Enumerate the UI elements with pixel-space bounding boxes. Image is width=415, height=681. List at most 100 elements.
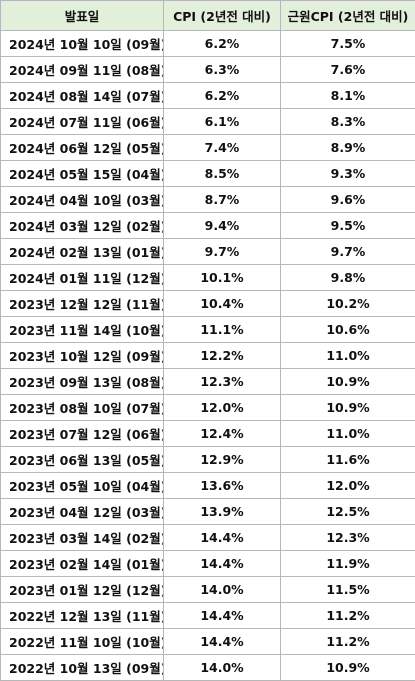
value-cell: 9.6% — [281, 187, 415, 213]
value-cell: 6.2% — [164, 83, 281, 109]
date-cell: 2024년 02월 13일 (01월) — [1, 239, 164, 265]
value-cell: 9.7% — [281, 239, 415, 265]
table-row: 2022년 11월 10일 (10월)14.4%11.2% — [1, 629, 415, 655]
value-cell: 9.4% — [164, 213, 281, 239]
value-cell: 10.9% — [281, 395, 415, 421]
value-cell: 10.9% — [281, 655, 415, 681]
table-row: 2024년 10월 10일 (09월)6.2%7.5% — [1, 31, 415, 57]
value-cell: 12.4% — [164, 421, 281, 447]
value-cell: 10.9% — [281, 369, 415, 395]
value-cell: 10.6% — [281, 317, 415, 343]
value-cell: 12.3% — [281, 525, 415, 551]
value-cell: 7.4% — [164, 135, 281, 161]
value-cell: 14.4% — [164, 525, 281, 551]
value-cell: 10.1% — [164, 265, 281, 291]
value-cell: 9.7% — [164, 239, 281, 265]
value-cell: 14.4% — [164, 551, 281, 577]
value-cell: 14.0% — [164, 577, 281, 603]
value-cell: 14.4% — [164, 629, 281, 655]
date-cell: 2023년 07월 12일 (06월) — [1, 421, 164, 447]
date-cell: 2024년 07월 11일 (06월) — [1, 109, 164, 135]
table-row: 2023년 01월 12일 (12월)14.0%11.5% — [1, 577, 415, 603]
date-cell: 2024년 06월 12일 (05월) — [1, 135, 164, 161]
value-cell: 12.5% — [281, 499, 415, 525]
value-cell: 11.6% — [281, 447, 415, 473]
date-cell: 2024년 08월 14일 (07월) — [1, 83, 164, 109]
date-cell: 2023년 10월 12일 (09월) — [1, 343, 164, 369]
value-cell: 9.5% — [281, 213, 415, 239]
date-cell: 2024년 03월 12일 (02월) — [1, 213, 164, 239]
header-cell: 근원CPI (2년전 대비) — [281, 1, 415, 31]
table-row: 2023년 05월 10일 (04월)13.6%12.0% — [1, 473, 415, 499]
table-row: 2024년 04월 10일 (03월)8.7%9.6% — [1, 187, 415, 213]
value-cell: 8.9% — [281, 135, 415, 161]
date-cell: 2023년 11월 14일 (10월) — [1, 317, 164, 343]
value-cell: 12.0% — [164, 395, 281, 421]
date-cell: 2023년 09월 13일 (08월) — [1, 369, 164, 395]
date-cell: 2023년 05월 10일 (04월) — [1, 473, 164, 499]
value-cell: 12.0% — [281, 473, 415, 499]
header-cell: CPI (2년전 대비) — [164, 1, 281, 31]
value-cell: 7.6% — [281, 57, 415, 83]
value-cell: 8.1% — [281, 83, 415, 109]
value-cell: 8.5% — [164, 161, 281, 187]
table-row: 2023년 12월 12일 (11월)10.4%10.2% — [1, 291, 415, 317]
value-cell: 6.3% — [164, 57, 281, 83]
value-cell: 12.3% — [164, 369, 281, 395]
date-cell: 2023년 06월 13일 (05월) — [1, 447, 164, 473]
header-cell: 발표일 — [1, 1, 164, 31]
date-cell: 2022년 10월 13일 (09월) — [1, 655, 164, 681]
table-row: 2024년 02월 13일 (01월)9.7%9.7% — [1, 239, 415, 265]
value-cell: 7.5% — [281, 31, 415, 57]
table-row: 2024년 07월 11일 (06월)6.1%8.3% — [1, 109, 415, 135]
table-row: 2022년 10월 13일 (09월)14.0%10.9% — [1, 655, 415, 681]
value-cell: 9.3% — [281, 161, 415, 187]
table-row: 2022년 12월 13일 (11월)14.4%11.2% — [1, 603, 415, 629]
value-cell: 9.8% — [281, 265, 415, 291]
date-cell: 2023년 04월 12일 (03월) — [1, 499, 164, 525]
table-row: 2024년 05월 15일 (04월)8.5%9.3% — [1, 161, 415, 187]
table-row: 2023년 11월 14일 (10월)11.1%10.6% — [1, 317, 415, 343]
value-cell: 6.2% — [164, 31, 281, 57]
date-cell: 2023년 08월 10일 (07월) — [1, 395, 164, 421]
date-cell: 2023년 12월 12일 (11월) — [1, 291, 164, 317]
value-cell: 10.2% — [281, 291, 415, 317]
value-cell: 8.3% — [281, 109, 415, 135]
date-cell: 2024년 01월 11일 (12월) — [1, 265, 164, 291]
table-row: 2023년 04월 12일 (03월)13.9%12.5% — [1, 499, 415, 525]
value-cell: 12.2% — [164, 343, 281, 369]
value-cell: 11.2% — [281, 629, 415, 655]
table-row: 2024년 06월 12일 (05월)7.4%8.9% — [1, 135, 415, 161]
table-row: 2023년 09월 13일 (08월)12.3%10.9% — [1, 369, 415, 395]
table-row: 2023년 06월 13일 (05월)12.9%11.6% — [1, 447, 415, 473]
value-cell: 6.1% — [164, 109, 281, 135]
table-row: 2023년 03월 14일 (02월)14.4%12.3% — [1, 525, 415, 551]
table-row: 2023년 07월 12일 (06월)12.4%11.0% — [1, 421, 415, 447]
table-row: 2023년 08월 10일 (07월)12.0%10.9% — [1, 395, 415, 421]
value-cell: 11.0% — [281, 343, 415, 369]
date-cell: 2024년 05월 15일 (04월) — [1, 161, 164, 187]
date-cell: 2023년 03월 14일 (02월) — [1, 525, 164, 551]
value-cell: 11.0% — [281, 421, 415, 447]
date-cell: 2024년 04월 10일 (03월) — [1, 187, 164, 213]
value-cell: 11.2% — [281, 603, 415, 629]
value-cell: 10.4% — [164, 291, 281, 317]
date-cell: 2022년 12월 13일 (11월) — [1, 603, 164, 629]
date-cell: 2024년 10월 10일 (09월) — [1, 31, 164, 57]
date-cell: 2024년 09월 11일 (08월) — [1, 57, 164, 83]
value-cell: 11.1% — [164, 317, 281, 343]
date-cell: 2022년 11월 10일 (10월) — [1, 629, 164, 655]
value-cell: 8.7% — [164, 187, 281, 213]
value-cell: 13.9% — [164, 499, 281, 525]
value-cell: 13.6% — [164, 473, 281, 499]
value-cell: 14.4% — [164, 603, 281, 629]
table-row: 2024년 03월 12일 (02월)9.4%9.5% — [1, 213, 415, 239]
table-row: 2023년 02월 14일 (01월)14.4%11.9% — [1, 551, 415, 577]
table-row: 2024년 01월 11일 (12월)10.1%9.8% — [1, 265, 415, 291]
value-cell: 14.0% — [164, 655, 281, 681]
table-row: 2024년 09월 11일 (08월)6.3%7.6% — [1, 57, 415, 83]
value-cell: 11.9% — [281, 551, 415, 577]
